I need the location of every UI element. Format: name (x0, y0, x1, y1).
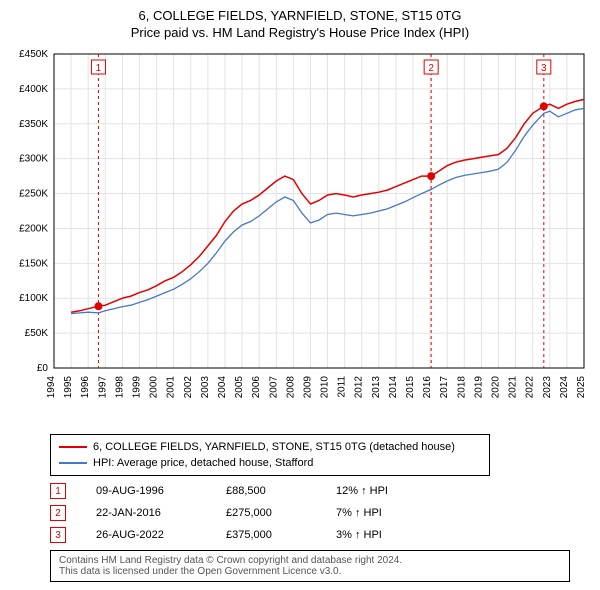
marker-row: 2 22-JAN-2016 £275,000 7% ↑ HPI (50, 502, 590, 524)
svg-text:2: 2 (428, 63, 434, 74)
marker-row: 1 09-AUG-1996 £88,500 12% ↑ HPI (50, 480, 590, 502)
svg-text:£50K: £50K (25, 328, 49, 339)
svg-text:£450K: £450K (19, 49, 48, 60)
svg-text:£0: £0 (37, 363, 49, 374)
svg-text:2012: 2012 (354, 376, 365, 399)
svg-text:£300K: £300K (19, 154, 48, 165)
svg-text:1: 1 (96, 63, 102, 74)
svg-text:2007: 2007 (268, 376, 279, 399)
marker-delta: 3% ↑ HPI (336, 529, 416, 541)
svg-text:2011: 2011 (337, 376, 348, 398)
marker-price: £88,500 (226, 485, 306, 497)
svg-text:2002: 2002 (183, 376, 194, 399)
svg-text:2004: 2004 (217, 376, 228, 399)
svg-text:1999: 1999 (131, 376, 142, 399)
svg-text:2016: 2016 (422, 376, 433, 399)
marker-price: £375,000 (226, 529, 306, 541)
marker-delta: 12% ↑ HPI (336, 485, 416, 497)
marker-date: 09-AUG-1996 (96, 485, 196, 497)
svg-text:2005: 2005 (234, 376, 245, 399)
marker-date: 26-AUG-2022 (96, 529, 196, 541)
chart-title: 6, COLLEGE FIELDS, YARNFIELD, STONE, ST1… (10, 8, 590, 23)
markers-table: 1 09-AUG-1996 £88,500 12% ↑ HPI 2 22-JAN… (50, 480, 590, 546)
legend-swatch-series1 (59, 446, 87, 448)
svg-text:2025: 2025 (576, 376, 587, 399)
footer-line: Contains HM Land Registry data © Crown c… (59, 555, 561, 566)
svg-text:£100K: £100K (19, 293, 48, 304)
svg-text:1998: 1998 (114, 376, 125, 399)
legend: 6, COLLEGE FIELDS, YARNFIELD, STONE, ST1… (50, 434, 490, 476)
svg-text:£150K: £150K (19, 258, 48, 269)
legend-label: 6, COLLEGE FIELDS, YARNFIELD, STONE, ST1… (93, 441, 455, 453)
chart-subtitle: Price paid vs. HM Land Registry's House … (10, 25, 590, 40)
svg-text:1995: 1995 (63, 376, 74, 399)
svg-text:2013: 2013 (371, 376, 382, 399)
svg-text:2017: 2017 (439, 376, 450, 399)
legend-row: HPI: Average price, detached house, Staf… (59, 455, 481, 471)
marker-date: 22-JAN-2016 (96, 507, 196, 519)
svg-text:2006: 2006 (251, 376, 262, 399)
svg-text:1996: 1996 (80, 376, 91, 399)
footer-line: This data is licensed under the Open Gov… (59, 566, 561, 577)
svg-text:2015: 2015 (405, 376, 416, 399)
marker-row: 3 26-AUG-2022 £375,000 3% ↑ HPI (50, 524, 590, 546)
svg-text:2019: 2019 (473, 376, 484, 399)
svg-text:2010: 2010 (320, 376, 331, 399)
svg-text:2001: 2001 (166, 376, 177, 399)
svg-text:2020: 2020 (491, 376, 502, 399)
svg-text:2008: 2008 (285, 376, 296, 399)
svg-text:3: 3 (541, 63, 547, 74)
legend-row: 6, COLLEGE FIELDS, YARNFIELD, STONE, ST1… (59, 439, 481, 455)
svg-text:2014: 2014 (388, 376, 399, 399)
marker-badge-2: 2 (50, 505, 66, 521)
svg-text:£400K: £400K (19, 84, 48, 95)
svg-text:£250K: £250K (19, 189, 48, 200)
svg-text:£200K: £200K (19, 223, 48, 234)
svg-text:2023: 2023 (542, 376, 553, 399)
svg-text:2024: 2024 (559, 376, 570, 399)
marker-badge-3: 3 (50, 527, 66, 543)
chart-svg: £0 £50K £100K £150K £200K £250K £300K £350K £400… (10, 48, 590, 428)
svg-text:2000: 2000 (149, 376, 160, 399)
marker-delta: 7% ↑ HPI (336, 507, 416, 519)
svg-text:£350K: £350K (19, 119, 48, 130)
svg-text:1997: 1997 (97, 376, 108, 399)
svg-text:2021: 2021 (508, 376, 519, 399)
legend-swatch-series2 (59, 462, 87, 464)
price-chart: £0 £50K £100K £150K £200K £250K £300K £350K £400… (10, 48, 590, 428)
svg-text:2009: 2009 (302, 376, 313, 399)
svg-text:2018: 2018 (456, 376, 467, 399)
svg-text:2022: 2022 (525, 376, 536, 399)
svg-text:1994: 1994 (46, 376, 57, 399)
marker-price: £275,000 (226, 507, 306, 519)
legend-label: HPI: Average price, detached house, Staf… (93, 457, 313, 469)
svg-text:2003: 2003 (200, 376, 211, 399)
marker-badge-1: 1 (50, 483, 66, 499)
footer-attribution: Contains HM Land Registry data © Crown c… (50, 550, 570, 582)
